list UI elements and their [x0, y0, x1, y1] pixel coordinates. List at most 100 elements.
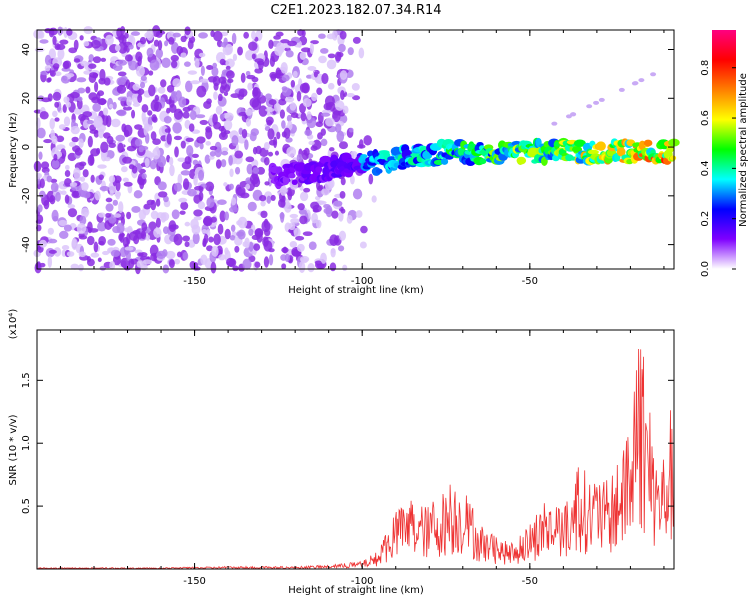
- spectrogram-noise-cell: [275, 67, 281, 79]
- spectrogram-noise-cell: [50, 182, 59, 193]
- spectrogram-noise-cell: [206, 245, 214, 252]
- spectrogram-noise-cell: [117, 142, 124, 153]
- spectrogram-noise-cell: [266, 195, 271, 204]
- spectrogram-noise-cell: [78, 138, 84, 149]
- spectrogram-noise-cell: [172, 32, 181, 38]
- spectrogram-noise-cell: [77, 96, 83, 102]
- spectrogram-noise-cell: [48, 238, 58, 244]
- spectrogram-noise-cell: [251, 30, 256, 40]
- spectrogram-noise-cell: [94, 190, 101, 201]
- spectrogram-noise-cell: [180, 170, 191, 176]
- spectrogram-noise-cell: [160, 79, 167, 88]
- spectrogram-noise-cell: [224, 228, 231, 240]
- spectrogram-noise-cell: [363, 135, 372, 146]
- spectrogram-noise-cell: [43, 138, 53, 144]
- spectrogram-noise-cell: [177, 173, 183, 185]
- spectrogram-noise-cell: [89, 129, 99, 134]
- spectrogram-noise-cell: [297, 203, 305, 211]
- y-tick-label: 1.0: [21, 435, 32, 451]
- spectrogram-noise-cell: [102, 250, 110, 256]
- spectrogram-noise-cell: [60, 148, 67, 159]
- snr-y-label: SNR (10 * v/v): [8, 414, 19, 485]
- spectrogram-noise-cell: [265, 107, 275, 113]
- spectrogram-noise-cell: [48, 27, 58, 36]
- spectrogram-noise-cell: [151, 114, 157, 122]
- spectrogram-noise-cell: [192, 232, 200, 245]
- spectrogram-noise-cell: [199, 119, 209, 125]
- spectrogram-noise-cell: [225, 43, 234, 55]
- colorbar-label: Normalized spectral amplitude: [738, 73, 749, 227]
- spectrogram-noise-cell: [119, 231, 125, 243]
- spectrogram-noise-cell: [201, 229, 207, 234]
- spectrogram-noise-cell: [112, 101, 117, 110]
- colorbar-gradient: [712, 30, 736, 269]
- spectrogram-noise-cell: [115, 134, 125, 142]
- spectrogram-noise-cell: [338, 245, 345, 252]
- spectrogram-noise-cell: [92, 56, 102, 64]
- spectrogram-noise-cell: [289, 102, 297, 111]
- spectrogram-noise-cell: [157, 155, 167, 168]
- spectrogram-noise-cell: [131, 165, 138, 174]
- spectrogram-noise-cell: [203, 100, 212, 109]
- spectrogram-noise-cell: [338, 230, 347, 241]
- spectrogram-noise-cell: [63, 224, 72, 232]
- spectrogram-noise-cell: [39, 39, 49, 44]
- spectrogram-noise-cell: [280, 39, 290, 44]
- spectrogram-noise-cell: [211, 66, 219, 77]
- spectrogram-noise-cell: [81, 182, 89, 191]
- spectrogram-noise-cell: [33, 160, 42, 172]
- spectrogram-noise-cell: [134, 138, 143, 147]
- spectrogram-noise-cell: [185, 80, 193, 93]
- x-tick-label: -150: [183, 276, 206, 287]
- spectrogram-noise-cell: [137, 94, 143, 103]
- spectrogram-noise-cell: [231, 135, 239, 147]
- spectrogram-noise-cell: [64, 73, 75, 78]
- spectrogram-noise-cell: [117, 59, 128, 66]
- spectrogram-noise-cell: [155, 48, 164, 59]
- spectrogram-track-cell: [587, 149, 599, 155]
- spectrogram-noise-cell: [88, 92, 98, 101]
- spectrogram-noise-cell: [223, 91, 229, 97]
- snr-series-line: [36, 348, 675, 570]
- spectrogram-noise-cell: [307, 263, 315, 273]
- spectrogram-noise-cell: [98, 174, 104, 181]
- spectrogram-noise-cell: [218, 76, 227, 84]
- spectrogram-noise-cell: [286, 114, 292, 122]
- spectrogram-noise-cell: [148, 70, 154, 76]
- spectrogram-noise-cell: [147, 110, 153, 116]
- spectrogram-noise-cell: [360, 225, 368, 234]
- spectrogram-noise-cell: [260, 210, 268, 219]
- spectrogram-noise-cell: [287, 120, 293, 131]
- spectrogram-noise-cell: [278, 198, 286, 208]
- colorbar-tick-label: 0.2: [700, 211, 711, 227]
- spectrogram-noise-cell: [248, 228, 254, 236]
- y-tick-label: -20: [21, 188, 32, 204]
- spectrogram-noise-cell: [329, 262, 337, 272]
- spectrogram-track-cell: [616, 147, 626, 157]
- spectrogram-noise-cell: [303, 187, 311, 193]
- spectrogram-noise-cell: [352, 95, 361, 101]
- spectrogram-noise-cell: [141, 104, 149, 113]
- spectrogram-noise-cell: [164, 40, 169, 47]
- spectrogram-noise-cell: [180, 140, 186, 149]
- spectrogram-noise-cell: [284, 253, 290, 263]
- spectrogram-y-ticks: -40 -20 0 20 40: [21, 43, 674, 253]
- spectrogram-noise-cell: [238, 111, 248, 117]
- spectrogram-noise-cell: [110, 249, 120, 258]
- spectrogram-noise-cell: [62, 104, 67, 113]
- spectrogram-noise-cell: [314, 260, 322, 265]
- spectrogram-noise-cell: [338, 43, 346, 53]
- spectrogram-noise-cell: [103, 156, 111, 162]
- spectrogram-noise-cell: [256, 166, 265, 175]
- spectrogram-noise-cell: [342, 105, 349, 114]
- spectrogram-noise-cell: [141, 222, 148, 232]
- spectrogram-noise-cell: [189, 110, 197, 121]
- spectrogram-noise-cell: [132, 230, 141, 235]
- spectrogram-noise-cell: [268, 254, 274, 266]
- spectrogram-noise-cell: [243, 31, 249, 39]
- spectrogram-noise-cell: [50, 178, 58, 183]
- spectrogram-noise-cell: [208, 155, 215, 160]
- spectrogram-noise-cell: [270, 194, 276, 201]
- spectrogram-x-ticks: -150 -100 -50: [59, 30, 665, 287]
